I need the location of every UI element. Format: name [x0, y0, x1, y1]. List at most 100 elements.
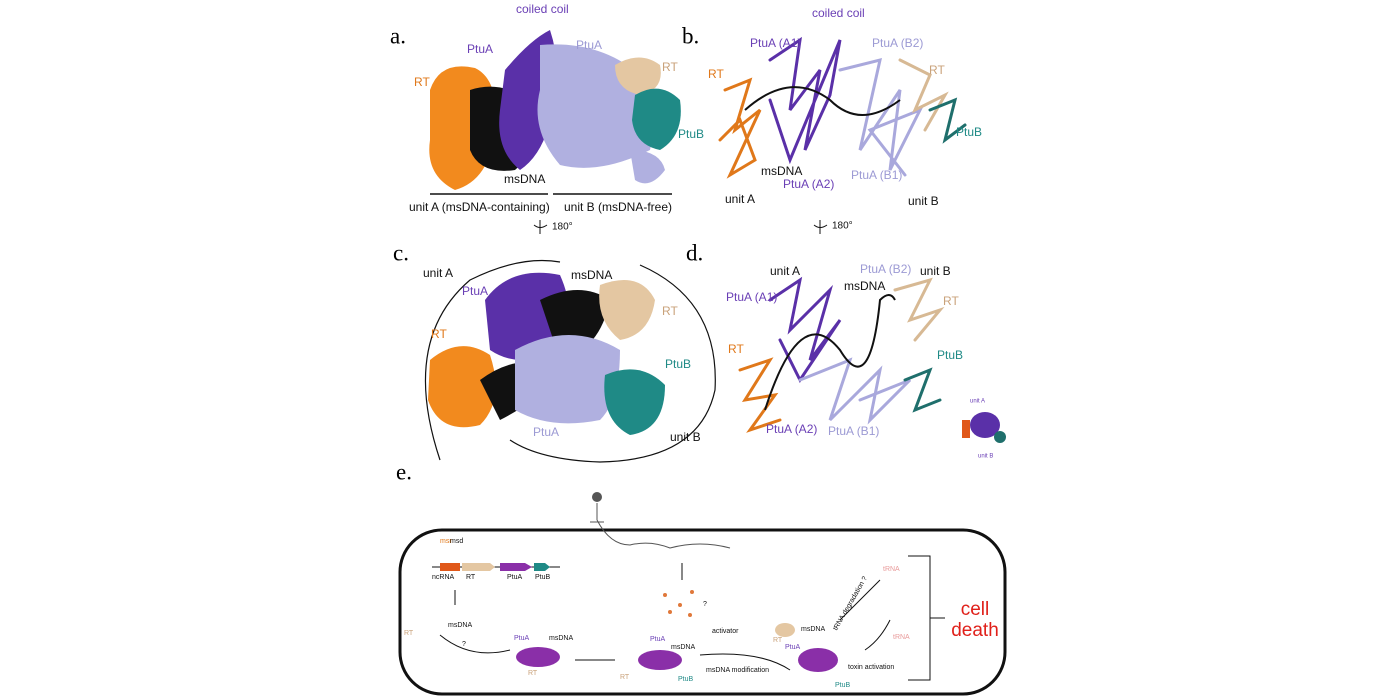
label: PtuB: [678, 676, 694, 683]
msdna-strand: [764, 294, 896, 411]
label: unit B: [920, 264, 951, 278]
panel-letter: e.: [396, 459, 412, 484]
cell-outline: [398, 528, 1007, 696]
label: RT: [414, 75, 430, 89]
rotation-icon: [813, 220, 828, 234]
ptua-density: [630, 150, 665, 184]
panel-letter: c.: [393, 240, 409, 265]
label: msDNA: [801, 626, 825, 633]
panel-a-map: [429, 30, 681, 234]
label: msDNA: [761, 164, 802, 178]
label: ncRNA: [432, 574, 455, 581]
panel-letter: d.: [686, 240, 703, 265]
inset-ptub: [994, 431, 1006, 443]
label: unit A: [423, 266, 453, 280]
label: PtuA (A2): [783, 177, 834, 191]
rt-ribbon: [738, 357, 782, 433]
label: PtuB: [956, 125, 982, 139]
panel-d-ribbons: [738, 276, 1006, 443]
panel-c-map: [424, 259, 716, 463]
label: RT: [929, 63, 945, 77]
ptua: [798, 648, 838, 672]
ptub-gene: [534, 563, 550, 571]
label: death: [951, 620, 999, 641]
label: PtuA (B1): [828, 424, 879, 438]
ptub-ribbon: [903, 367, 942, 413]
label: cell: [961, 599, 990, 620]
rotation-icon: [533, 220, 548, 234]
label: unit B: [670, 430, 701, 444]
label: RT: [728, 342, 744, 356]
ncrna-gene: [440, 563, 460, 571]
label: 180°: [552, 222, 573, 233]
rt-density: [428, 346, 496, 428]
label: unit B (msDNA-free): [564, 200, 672, 214]
label: PtuA: [785, 644, 801, 651]
label: msr: [440, 538, 452, 545]
label: unit A: [770, 264, 800, 278]
label: RT: [528, 670, 538, 677]
label: PtuA: [514, 635, 530, 642]
inset-label: unit A: [970, 399, 985, 405]
label: RT: [662, 304, 678, 318]
ptua-ribbon: [768, 276, 842, 383]
label: toxin activation: [848, 664, 894, 671]
ptub-density: [632, 88, 681, 150]
arrow: [439, 563, 891, 671]
label: msDNA: [671, 644, 695, 651]
complex: [516, 647, 560, 667]
bracket: [908, 555, 945, 681]
label: coiled coil: [516, 2, 569, 16]
panel-b-ribbons: [718, 36, 967, 234]
label: RT: [773, 637, 783, 644]
label: PtuA: [650, 636, 666, 643]
label: PtuB: [665, 357, 691, 371]
label: unit B: [908, 194, 939, 208]
label: unit A: [725, 192, 755, 206]
label: tRNA: [893, 634, 910, 641]
panel-e-schematic: [398, 492, 1007, 696]
label: msd: [450, 538, 463, 545]
label: RT: [431, 327, 447, 341]
label: tRNA: [883, 566, 900, 573]
label: RT: [620, 674, 630, 681]
label: RT: [662, 60, 678, 74]
label: RT: [708, 67, 724, 81]
label: PtuA (B2): [860, 262, 911, 276]
rt: [775, 623, 795, 637]
inset-label: unit B: [978, 454, 993, 460]
msdna-strand: [744, 86, 901, 116]
rt-density: [599, 280, 655, 340]
label: msDNA: [571, 268, 612, 282]
label: coiled coil: [812, 6, 865, 20]
label: PtuA (B1): [851, 168, 902, 182]
rt-ribbon: [893, 277, 945, 342]
label: unit A (msDNA-containing): [409, 200, 550, 214]
label: msDNA: [448, 622, 472, 629]
inset-rt: [962, 420, 970, 438]
panel-letter: a.: [390, 23, 406, 48]
label: activator: [712, 628, 739, 635]
labels: a. coiled coil PtuA PtuA RT RT PtuB msDN…: [390, 2, 999, 689]
label: PtuA: [576, 38, 602, 52]
ptub-density: [604, 369, 665, 435]
rt-ribbon: [718, 77, 762, 179]
complex: [638, 650, 682, 670]
label: PtuA: [507, 574, 523, 581]
ptua-gene: [500, 563, 532, 571]
label: msDNA: [549, 635, 573, 642]
label: msDNA: [504, 172, 545, 186]
phage: [592, 492, 602, 502]
phage-genome: [590, 503, 731, 549]
label: 180°: [832, 221, 853, 232]
rt-gene: [462, 563, 495, 571]
ptua-ribbon: [838, 57, 924, 177]
unit-a-arc: [424, 259, 561, 461]
rt-density: [615, 57, 661, 95]
ptua-density: [515, 335, 620, 424]
ptua-ribbon: [768, 36, 842, 165]
label: PtuA (A2): [766, 422, 817, 436]
label: RT: [943, 294, 959, 308]
label: RT: [466, 574, 476, 581]
